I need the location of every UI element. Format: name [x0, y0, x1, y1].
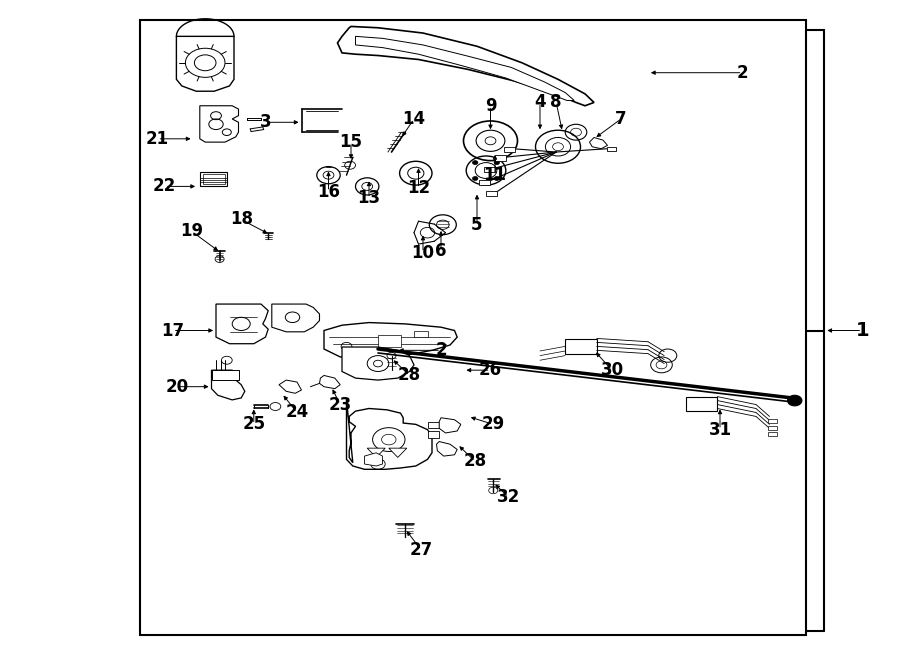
- Circle shape: [494, 161, 500, 165]
- Text: 15: 15: [339, 133, 363, 151]
- Text: 16: 16: [317, 182, 340, 201]
- Bar: [768, 426, 777, 430]
- Text: 7: 7: [616, 110, 626, 128]
- Text: 31: 31: [708, 420, 732, 439]
- Text: 8: 8: [551, 93, 562, 112]
- Polygon shape: [338, 26, 594, 106]
- Text: 5: 5: [472, 215, 482, 234]
- Text: 23: 23: [328, 395, 352, 414]
- Text: 25: 25: [242, 415, 266, 434]
- Text: 22: 22: [153, 177, 176, 196]
- Text: 20: 20: [166, 377, 189, 396]
- Bar: [768, 432, 777, 436]
- Bar: [484, 167, 495, 172]
- Text: 4: 4: [535, 93, 545, 112]
- Polygon shape: [212, 370, 245, 400]
- Text: 6: 6: [436, 242, 446, 260]
- Text: 1: 1: [855, 321, 869, 340]
- Text: 32: 32: [497, 488, 520, 506]
- Text: 21: 21: [146, 130, 169, 148]
- Text: 18: 18: [230, 210, 253, 229]
- Bar: [479, 180, 490, 185]
- Polygon shape: [590, 137, 608, 149]
- Text: 29: 29: [482, 415, 505, 434]
- Text: 28: 28: [398, 366, 421, 385]
- Bar: [428, 422, 439, 428]
- Polygon shape: [200, 106, 239, 142]
- Polygon shape: [176, 36, 234, 91]
- Bar: [504, 147, 515, 152]
- Polygon shape: [279, 380, 302, 393]
- Polygon shape: [436, 442, 457, 456]
- Text: 12: 12: [407, 179, 430, 198]
- Text: 13: 13: [357, 189, 381, 208]
- Circle shape: [494, 176, 500, 180]
- Text: 28: 28: [464, 452, 487, 471]
- Bar: [495, 155, 506, 161]
- Bar: [428, 431, 439, 438]
- Text: 30: 30: [600, 361, 624, 379]
- Bar: [202, 174, 225, 184]
- Bar: [486, 191, 497, 196]
- Polygon shape: [272, 304, 320, 332]
- Text: 14: 14: [402, 110, 426, 128]
- Bar: [686, 397, 717, 411]
- Polygon shape: [364, 453, 382, 466]
- Bar: [768, 419, 777, 423]
- Polygon shape: [439, 418, 461, 433]
- Circle shape: [472, 176, 478, 180]
- Bar: [565, 339, 597, 354]
- Bar: [212, 370, 239, 380]
- Circle shape: [472, 161, 478, 165]
- Text: 2: 2: [436, 341, 446, 360]
- Bar: [378, 335, 400, 347]
- Text: 3: 3: [260, 113, 271, 132]
- Text: 10: 10: [411, 243, 435, 262]
- Polygon shape: [367, 448, 385, 457]
- Text: 11: 11: [483, 166, 507, 184]
- Polygon shape: [342, 347, 414, 380]
- Polygon shape: [356, 36, 574, 100]
- Text: 27: 27: [410, 541, 433, 559]
- Bar: [200, 172, 227, 186]
- Polygon shape: [324, 323, 457, 357]
- Polygon shape: [320, 375, 340, 389]
- Circle shape: [788, 395, 802, 406]
- Bar: [607, 147, 616, 151]
- Bar: [140, 20, 806, 635]
- Polygon shape: [389, 448, 407, 457]
- Text: 24: 24: [285, 403, 309, 422]
- Polygon shape: [216, 304, 268, 344]
- Text: 26: 26: [479, 361, 502, 379]
- Text: 17: 17: [161, 321, 184, 340]
- Text: 19: 19: [180, 222, 203, 241]
- Text: 9: 9: [485, 97, 496, 115]
- Text: 2: 2: [737, 63, 748, 82]
- Polygon shape: [346, 400, 432, 469]
- Bar: [414, 330, 427, 337]
